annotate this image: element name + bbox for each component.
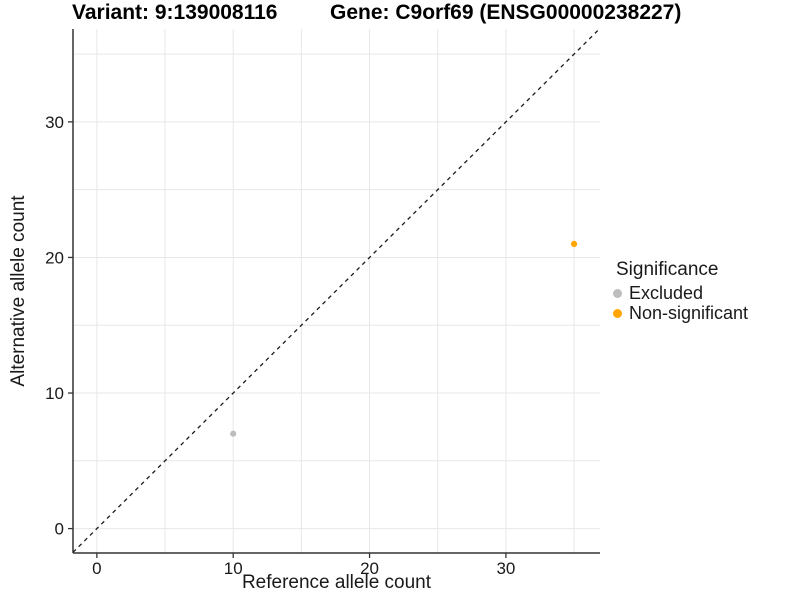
x-tick-label: 20 — [360, 559, 379, 578]
non-significant-dot-icon — [613, 308, 622, 318]
identity-dashed-line — [72, 28, 600, 553]
data-point-non-significant — [570, 240, 578, 247]
legend-item-excluded: Excluded — [613, 283, 748, 303]
x-tick-label: 0 — [92, 559, 101, 578]
legend-item-non-significant: Non-significant — [613, 303, 748, 323]
y-tick-label: 30 — [45, 113, 64, 132]
y-tick-label: 10 — [45, 384, 64, 403]
x-axis-title: Reference allele count — [241, 572, 432, 593]
y-tick-label: 0 — [55, 520, 64, 539]
x-tick-label: 30 — [496, 559, 515, 578]
legend-label-non-significant: Non-significant — [629, 302, 749, 323]
y-axis-title: Alternative allele count — [8, 195, 29, 387]
data-point-excluded — [230, 430, 237, 437]
y-tick-label: 20 — [45, 248, 64, 267]
legend-label-excluded: Excluded — [629, 282, 704, 303]
legend-title: Significance — [616, 259, 719, 280]
gene-title: Gene: C9orf69 (ENSG00000238227) — [330, 1, 682, 24]
excluded-dot-icon — [613, 288, 622, 298]
legend: Significance Excluded Non-significant — [613, 259, 748, 323]
x-tick-label: 10 — [224, 559, 243, 578]
variant-title: Variant: 9:139008116 — [72, 1, 278, 24]
